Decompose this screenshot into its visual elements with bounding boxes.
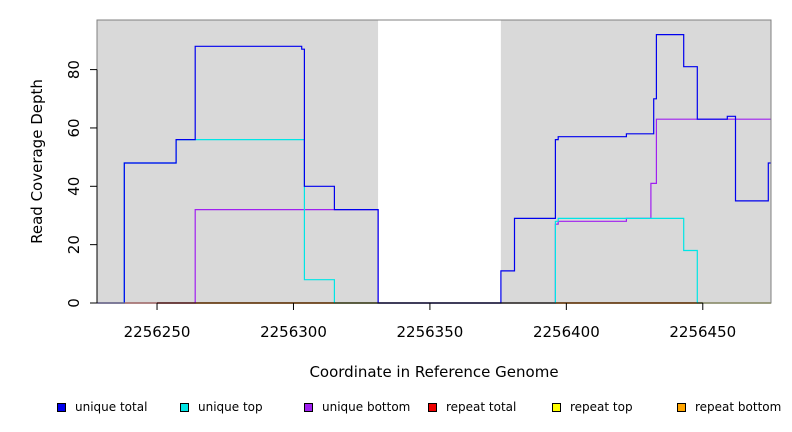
shaded-regions xyxy=(97,20,771,303)
x-tick-label: 2256350 xyxy=(397,323,464,341)
y-axis-title: Read Coverage Depth xyxy=(28,79,46,244)
legend-item: repeat top xyxy=(552,400,633,414)
legend-item: repeat bottom xyxy=(677,400,781,414)
legend-swatch xyxy=(677,402,686,412)
y-tick-label: 20 xyxy=(65,235,83,254)
x-tick-label: 2256450 xyxy=(669,323,736,341)
legend-label: repeat bottom xyxy=(695,400,782,414)
shaded-region-1 xyxy=(97,20,379,303)
axes: 2256250 2256300 2256350 2256400 2256450 0 20 40… xyxy=(65,60,736,341)
y-tick-label: 80 xyxy=(65,60,83,79)
legend-swatch xyxy=(552,402,561,412)
legend-item: unique bottom xyxy=(304,400,410,414)
y-tick-label: 40 xyxy=(65,177,83,196)
legend-label: unique total xyxy=(75,400,148,414)
x-tick-label: 2256400 xyxy=(533,323,600,341)
coverage-chart: 2256250 2256300 2256350 2256400 2256450 0 20 40… xyxy=(28,19,772,381)
legend-swatch xyxy=(428,402,437,412)
y-tick-label: 0 xyxy=(65,298,83,308)
shaded-region-2 xyxy=(500,20,771,303)
x-axis-title: Coordinate in Reference Genome xyxy=(309,363,558,381)
legend-label: unique top xyxy=(198,400,263,414)
legend: unique total unique top unique bottom repea… xyxy=(0,400,792,420)
legend-item: unique top xyxy=(180,400,263,414)
series-unique-total xyxy=(97,34,771,304)
legend-label: repeat total xyxy=(446,400,517,414)
legend-item: repeat total xyxy=(428,400,516,414)
legend-label: unique bottom xyxy=(322,400,411,414)
y-tick-label: 60 xyxy=(65,118,83,137)
legend-item: unique total xyxy=(57,400,147,414)
x-tick-label: 2256250 xyxy=(124,323,191,341)
legend-swatch xyxy=(180,402,189,412)
x-tick-label: 2256300 xyxy=(260,323,327,341)
legend-swatch xyxy=(57,402,66,412)
legend-label: repeat top xyxy=(570,400,633,414)
legend-swatch xyxy=(304,402,313,412)
